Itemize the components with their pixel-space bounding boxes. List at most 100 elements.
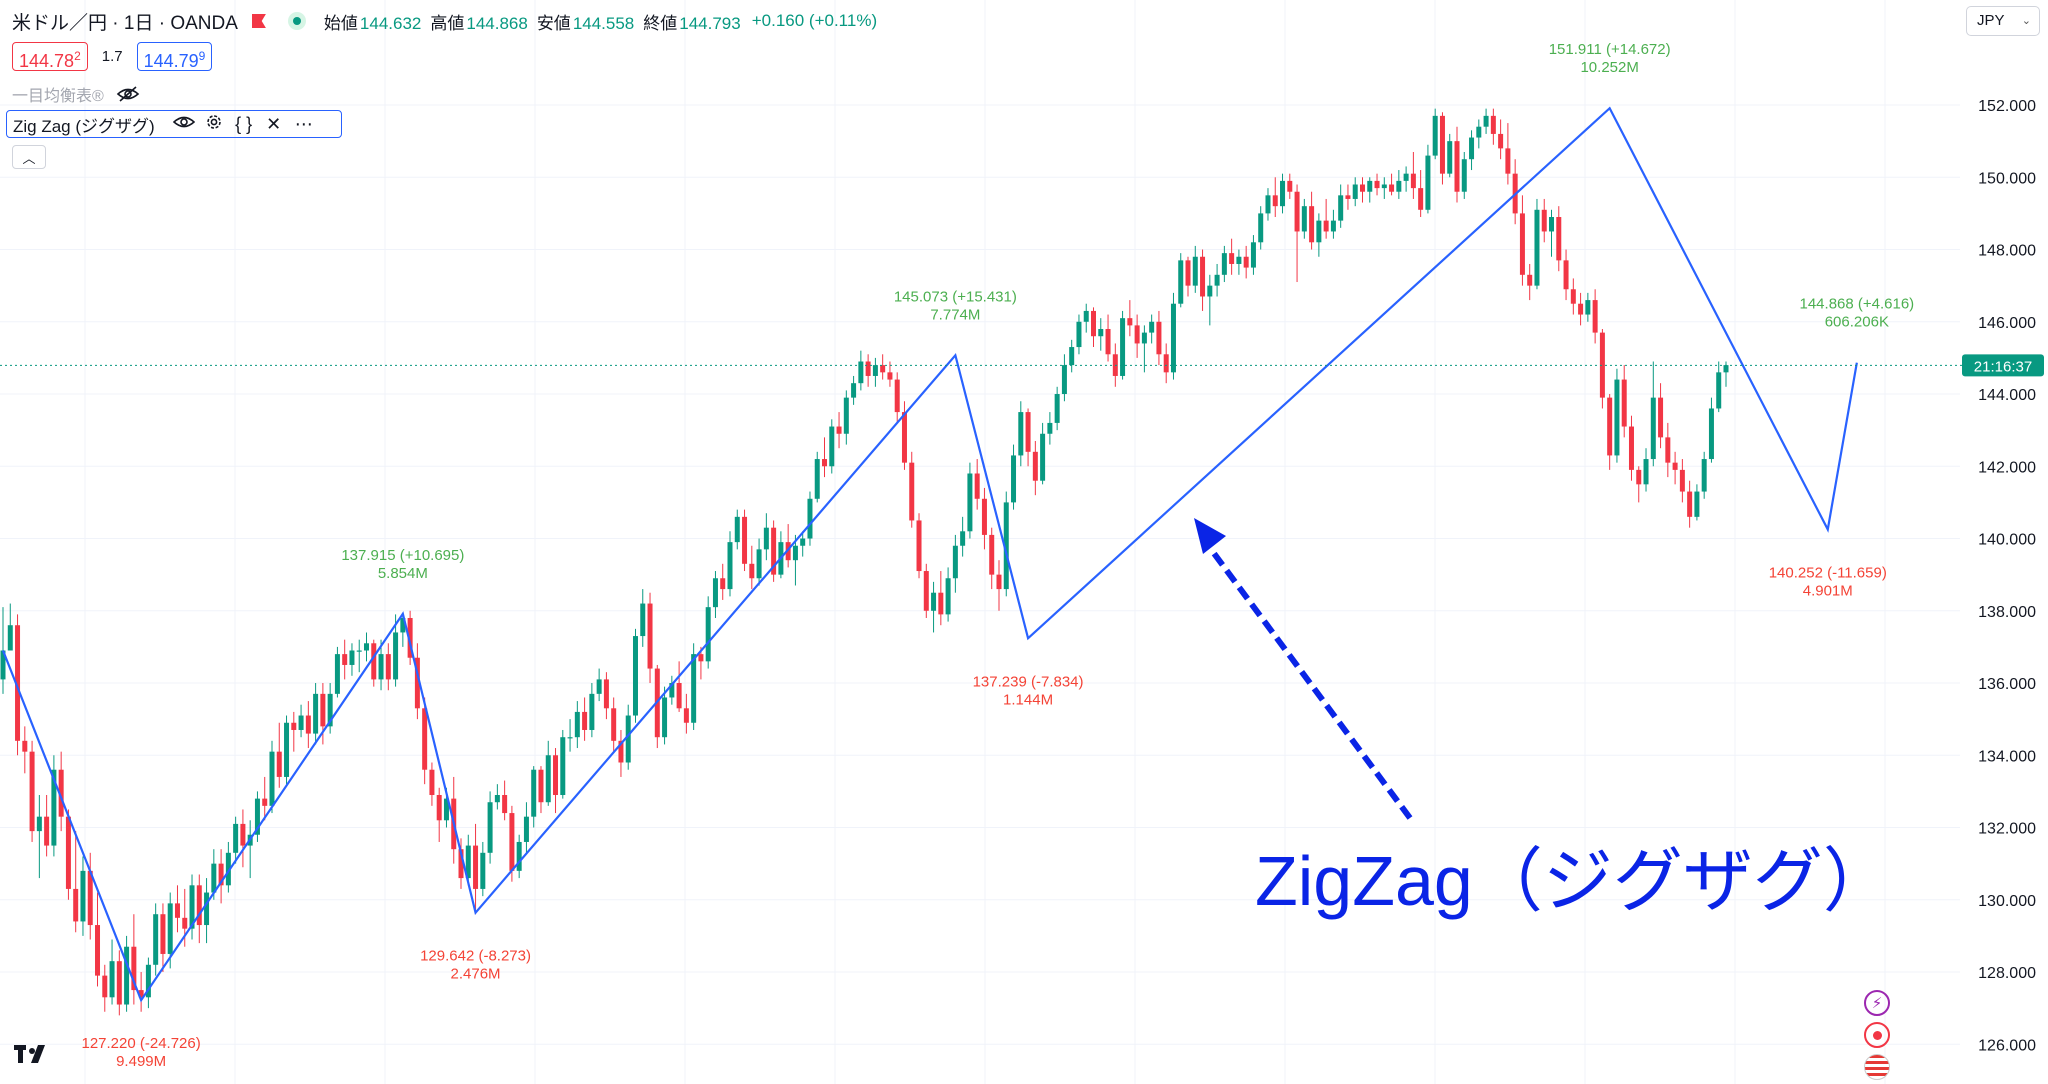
candle-body	[938, 592, 944, 615]
candle-body	[1134, 325, 1140, 344]
more-options-icon[interactable]: ⋯	[294, 113, 313, 134]
ichimoku-label: 一目均衡表®	[12, 88, 104, 105]
ohlc-high: 高値 144.868	[430, 9, 527, 34]
tradingview-logo-icon[interactable]	[14, 1043, 54, 1072]
candle-body	[407, 617, 413, 658]
candle-body	[1716, 372, 1722, 409]
candle-body	[1418, 188, 1424, 210]
candle-body	[858, 361, 864, 384]
sell-price-button[interactable]: 144.782	[12, 42, 88, 71]
candle-body	[1505, 148, 1511, 174]
pivot-label: 145.073 (+15.431)	[894, 288, 1017, 305]
zigzag-polyline	[1, 106, 1858, 1003]
chart-grid	[0, 0, 1960, 1084]
candle-body	[174, 903, 180, 918]
candle-body	[58, 769, 64, 817]
candle-body	[734, 516, 740, 543]
candle-body	[1672, 462, 1678, 470]
annotation-arrow-head	[1194, 518, 1226, 554]
candle-body	[1105, 328, 1111, 355]
candle-body	[1636, 469, 1642, 485]
candle-body	[95, 925, 101, 976]
candle-body	[611, 708, 617, 741]
candle-body	[269, 751, 275, 806]
us-flag-icon[interactable]	[1864, 1054, 1890, 1080]
candle-body	[1076, 321, 1082, 348]
candle-body	[836, 426, 842, 434]
chevron-down-icon: ⌄	[2021, 15, 2031, 27]
candle-body	[822, 459, 828, 467]
candle-body	[1192, 256, 1198, 286]
candle-body	[196, 885, 202, 926]
flag-icon[interactable]	[251, 14, 266, 28]
candle-body	[865, 361, 871, 376]
price-axis-tick: 136.000	[1978, 676, 2036, 693]
candle-body	[1214, 274, 1220, 286]
zigzag-annotation: ZigZag（ジグザグ）	[1194, 518, 1893, 920]
record-icon[interactable]	[1864, 1022, 1890, 1048]
lightning-icon[interactable]: ⚡	[1864, 990, 1890, 1016]
candle-body	[1585, 300, 1591, 315]
price-axis-tick: 126.000	[1978, 1037, 2036, 1054]
candle-body	[1527, 274, 1533, 286]
symbol-legend: 米ドル／円 · 1日 · OANDA 始値 144.632 高値 144.868 安…	[12, 8, 886, 34]
candle-body	[15, 625, 21, 741]
candle-body	[160, 914, 166, 954]
buy-price-button[interactable]: 144.799	[136, 42, 213, 71]
currency-select[interactable]: JPY ⌄	[1966, 6, 2040, 36]
candle-body	[1461, 159, 1467, 192]
candle-body	[233, 823, 239, 853]
pivot-volume: 5.854M	[378, 565, 428, 582]
close-icon[interactable]: ✕	[266, 113, 282, 134]
candle-body	[414, 657, 420, 709]
candle-body	[683, 708, 689, 723]
candle-body	[792, 545, 798, 561]
candle-body	[894, 379, 900, 413]
candle-body	[443, 798, 449, 821]
price-axis: 126.000 128.000 130.000 132.000 134.000 136.0…	[1978, 98, 2036, 1054]
candle-body	[1120, 318, 1126, 376]
candle-body	[1280, 180, 1286, 207]
candle-body	[742, 516, 748, 564]
candle-body	[218, 863, 224, 886]
candle-body	[691, 654, 697, 723]
candle-body	[1032, 451, 1038, 481]
eye-icon[interactable]	[169, 114, 199, 135]
candle-body	[189, 885, 195, 929]
candle-body	[843, 397, 849, 434]
candle-body	[44, 816, 50, 846]
candle-body	[1040, 433, 1046, 481]
indicator-ichimoku[interactable]: 一目均衡表®	[12, 82, 140, 106]
ohlc-high-value: 144.868	[466, 13, 528, 33]
candle-body	[138, 990, 144, 998]
candle-body	[29, 751, 35, 832]
indicator-zigzag[interactable]: Zig Zag (ジグザグ) { } ✕ ⋯	[6, 110, 342, 138]
candle-body	[981, 498, 987, 535]
candle-body	[1723, 365, 1729, 373]
bid-ask-row: 144.782 1.7 144.799	[12, 42, 213, 71]
candle-body	[1258, 213, 1264, 243]
candle-body	[582, 711, 588, 730]
source-code-icon[interactable]: { }	[235, 113, 253, 134]
candle-body	[487, 802, 493, 853]
candle-body	[1519, 213, 1525, 275]
candle-body	[603, 679, 609, 709]
currency-value: JPY	[1977, 12, 2005, 29]
candle-body	[727, 542, 733, 590]
price-axis-tick: 148.000	[1978, 243, 2036, 260]
candle-body	[1149, 321, 1155, 333]
bid-price-sup: 2	[74, 49, 81, 63]
eye-off-icon[interactable]	[116, 85, 140, 103]
candle-body	[429, 769, 435, 796]
candle-body	[109, 961, 115, 998]
candle-body	[1396, 180, 1402, 192]
candle-body	[618, 740, 624, 763]
chevron-up-icon: ︿	[22, 151, 36, 166]
gear-icon[interactable]	[199, 112, 229, 137]
candle-body	[1200, 256, 1206, 297]
collapse-legend-button[interactable]: ︿	[12, 145, 46, 169]
symbol-title[interactable]: 米ドル／円 · 1日 · OANDA	[12, 12, 238, 34]
market-status-icon[interactable]	[287, 12, 306, 30]
candle-body	[1614, 379, 1620, 456]
